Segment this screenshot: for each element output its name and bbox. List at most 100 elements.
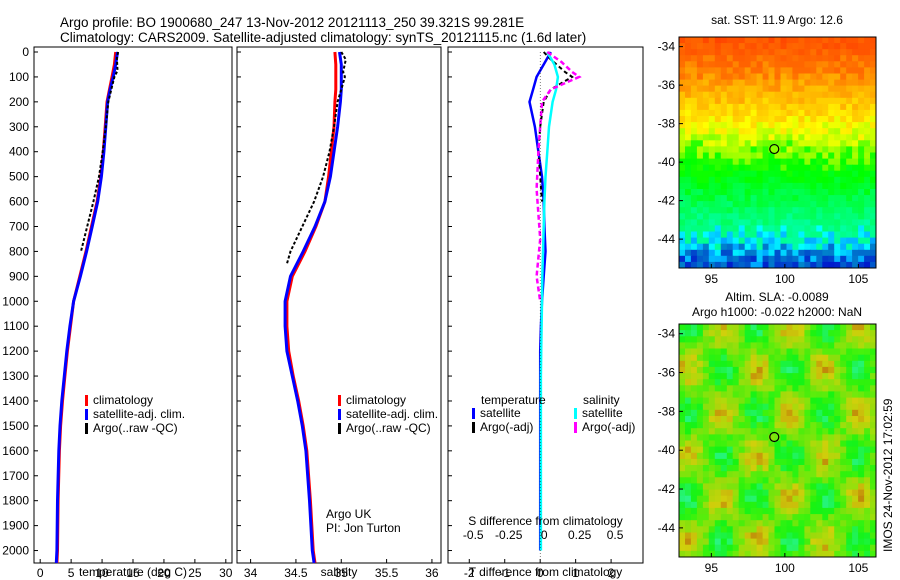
sst-map-cell: [702, 231, 710, 239]
sst-map-cell: [786, 189, 794, 196]
sla-map-cell: [708, 489, 716, 497]
sla-map-cell: [696, 330, 704, 337]
sla-map-cell: [708, 477, 716, 484]
sst-map-cell: [852, 219, 859, 227]
sst-map-cell: [858, 207, 865, 214]
sst-map-cell: [798, 91, 805, 99]
sla-map-cell: [828, 544, 835, 552]
sst-map-cell: [804, 182, 811, 190]
sla-map-cell: [685, 324, 692, 331]
sla-map-cell: [780, 501, 788, 509]
sst-map-cell: [780, 182, 788, 190]
sla-map-cell: [679, 471, 686, 478]
sla-map-cell: [708, 514, 716, 521]
sla-map-cell: [714, 520, 722, 527]
sst-map-cell: [816, 249, 823, 257]
sla-map-cell: [696, 507, 704, 515]
sst-map-cell: [738, 219, 746, 227]
sst-map-cell: [822, 243, 829, 251]
sst-map-cell: [804, 37, 811, 44]
sst-map-xtick-label: 95: [705, 272, 719, 286]
sst-map-cell: [726, 195, 734, 202]
sst-map-cell: [738, 67, 746, 75]
sla-map-cell: [816, 458, 823, 466]
sla-map-cell: [768, 409, 776, 417]
sla-map-cell: [834, 416, 841, 423]
sst-map-cell: [738, 91, 746, 99]
salinity-series-line: [285, 51, 347, 265]
sla-map-cell: [822, 477, 829, 484]
temperature-series-line: [80, 51, 120, 252]
sla-map-cell: [786, 550, 794, 557]
sla-map-cell: [810, 520, 817, 527]
sla-map-cell: [822, 379, 829, 386]
sla-map-cell: [870, 483, 876, 491]
sst-map-cell: [708, 225, 716, 233]
sst-map-cell: [858, 55, 865, 62]
sst-map-cell: [685, 261, 692, 268]
sla-map-cell: [714, 366, 722, 374]
sst-map-cell: [720, 243, 728, 251]
sla-map-cell: [726, 366, 734, 374]
sst-map-cell: [846, 176, 853, 184]
sst-map-cell: [679, 67, 686, 75]
sst-map-cell: [768, 176, 776, 184]
sst-map-cell: [750, 207, 758, 214]
sst-map-cell: [846, 237, 853, 245]
sst-map-cell: [828, 134, 835, 141]
sla-map-cell: [702, 526, 710, 533]
sla-map-cell: [780, 483, 788, 491]
sst-map-cell: [708, 116, 716, 123]
sst-map-cell: [816, 225, 823, 233]
sla-map-cell: [750, 379, 758, 386]
sst-map-cell: [792, 207, 799, 214]
sst-map-cell: [720, 152, 728, 160]
sla-map-cell: [786, 495, 794, 503]
sla-map-cell: [810, 489, 817, 497]
sst-map-cell: [792, 225, 799, 233]
sla-map-cell: [762, 409, 770, 417]
sst-map-cell: [702, 43, 710, 50]
sla-map-cell: [762, 385, 770, 392]
sst-map-cell: [774, 79, 782, 87]
sla-map-cell: [768, 348, 776, 356]
sla-map-cell: [846, 495, 853, 503]
sla-map-cell: [738, 428, 746, 435]
sla-map-cell: [756, 403, 764, 411]
sst-map-cell: [858, 61, 865, 68]
sla-map-cell: [828, 471, 835, 478]
sst-map-cell: [756, 103, 764, 111]
sst-map-cell: [732, 255, 740, 263]
sst-map-cell: [834, 219, 841, 227]
sla-map-cell: [792, 416, 799, 423]
sla-map-cell: [780, 409, 788, 417]
sst-map-cell: [804, 67, 811, 75]
sla-map-cell: [870, 366, 876, 374]
sst-map-cell: [702, 116, 710, 123]
sst-map-cell: [756, 109, 764, 117]
sla-map-argo-marker: [769, 431, 780, 443]
sla-map-cell: [738, 354, 746, 362]
sst-map-cell: [840, 103, 847, 111]
sst-map-cell: [852, 255, 859, 263]
sst-map-cell: [798, 158, 805, 166]
sla-map-cell: [762, 477, 770, 484]
sla-map-cell: [828, 520, 835, 527]
sst-map-cell: [828, 103, 835, 111]
sla-map-cell: [702, 366, 710, 374]
sla-map-cell: [852, 489, 859, 497]
sla-map-cell: [738, 477, 746, 484]
sst-map-cell: [690, 109, 698, 117]
sla-map-cell: [858, 428, 865, 435]
difference-axes-box: [447, 46, 644, 564]
sla-map-cell: [870, 507, 876, 515]
sst-map-cell: [858, 97, 865, 105]
sst-map-cell: [744, 134, 752, 141]
depth-tick-label: 1600: [2, 444, 29, 458]
sla-map-cell: [714, 532, 722, 540]
sla-map-cell: [732, 489, 740, 497]
sst-map-cell: [834, 122, 841, 129]
sla-map-cell: [816, 471, 823, 478]
sla-map-cell: [679, 422, 686, 429]
sst-map-cell: [780, 140, 788, 147]
